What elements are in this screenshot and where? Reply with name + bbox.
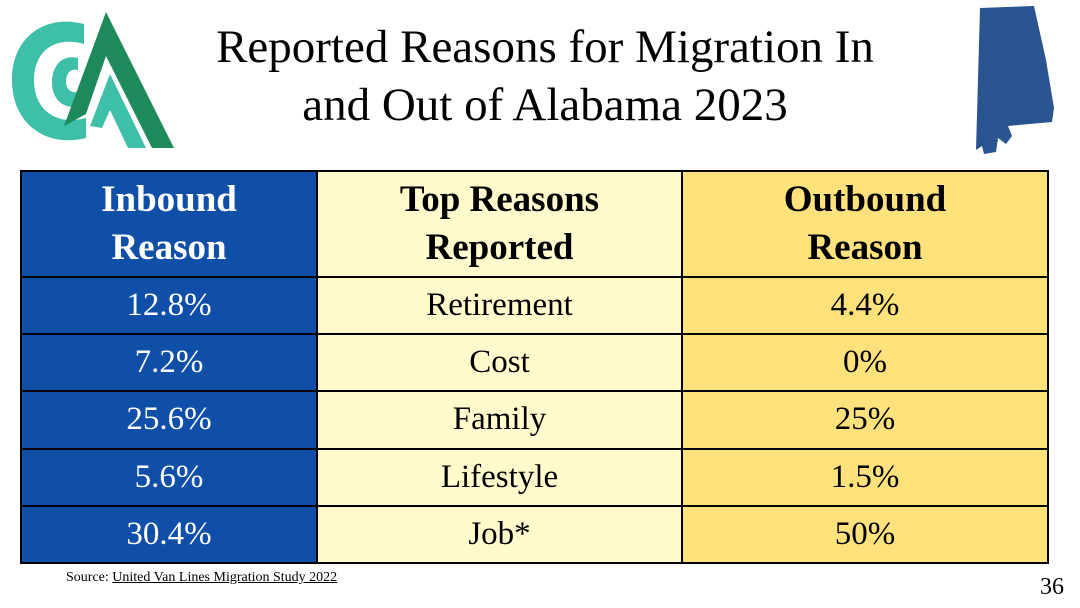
slide-title-line-1: Reported Reasons for Migration In (216, 21, 874, 73)
reason-cell: Lifestyle (316, 447, 683, 507)
header-inbound-reason: Inbound Reason (20, 170, 318, 278)
table-row: 25.6% Family 25% (20, 390, 1049, 450)
inbound-cell: 25.6% (20, 390, 318, 450)
alabama-state-map-icon (976, 6, 1054, 154)
reason-cell: Retirement (316, 275, 683, 336)
header-outbound-reason: Outbound Reason (681, 170, 1049, 278)
page-number: 36 (1040, 574, 1064, 600)
table-row: 30.4% Job* 50% (20, 504, 1049, 565)
outbound-cell: 25% (681, 390, 1049, 450)
inbound-cell: 7.2% (20, 333, 318, 393)
inbound-cell: 5.6% (20, 447, 318, 507)
outbound-cell: 0% (681, 333, 1049, 393)
source-link[interactable]: United Van Lines Migration Study 2022 (112, 570, 338, 585)
inbound-cell: 12.8% (20, 275, 318, 336)
inbound-cell: 30.4% (20, 504, 318, 565)
reason-cell: Cost (316, 333, 683, 393)
source-prefix: Source: (66, 570, 113, 585)
table-row: 12.8% Retirement 4.4% (20, 275, 1049, 336)
outbound-cell: 4.4% (681, 275, 1049, 336)
reason-cell: Job* (316, 504, 683, 565)
source-note: Source: United Van Lines Migration Study… (66, 570, 337, 586)
slide-title-line-2: and Out of Alabama 2023 (302, 79, 788, 131)
header-top-reasons: Top Reasons Reported (316, 170, 683, 278)
outbound-cell: 1.5% (681, 447, 1049, 507)
organization-logo-icon (12, 12, 174, 148)
table-row: 7.2% Cost 0% (20, 333, 1049, 393)
outbound-cell: 50% (681, 504, 1049, 565)
table-row: 5.6% Lifestyle 1.5% (20, 447, 1049, 507)
table-header-row: Inbound Reason Top Reasons Reported Outb… (20, 170, 1049, 278)
migration-reasons-table: Inbound Reason Top Reasons Reported Outb… (20, 170, 1049, 565)
slide-title: Reported Reasons for Migration In and Ou… (150, 18, 940, 134)
reason-cell: Family (316, 390, 683, 450)
